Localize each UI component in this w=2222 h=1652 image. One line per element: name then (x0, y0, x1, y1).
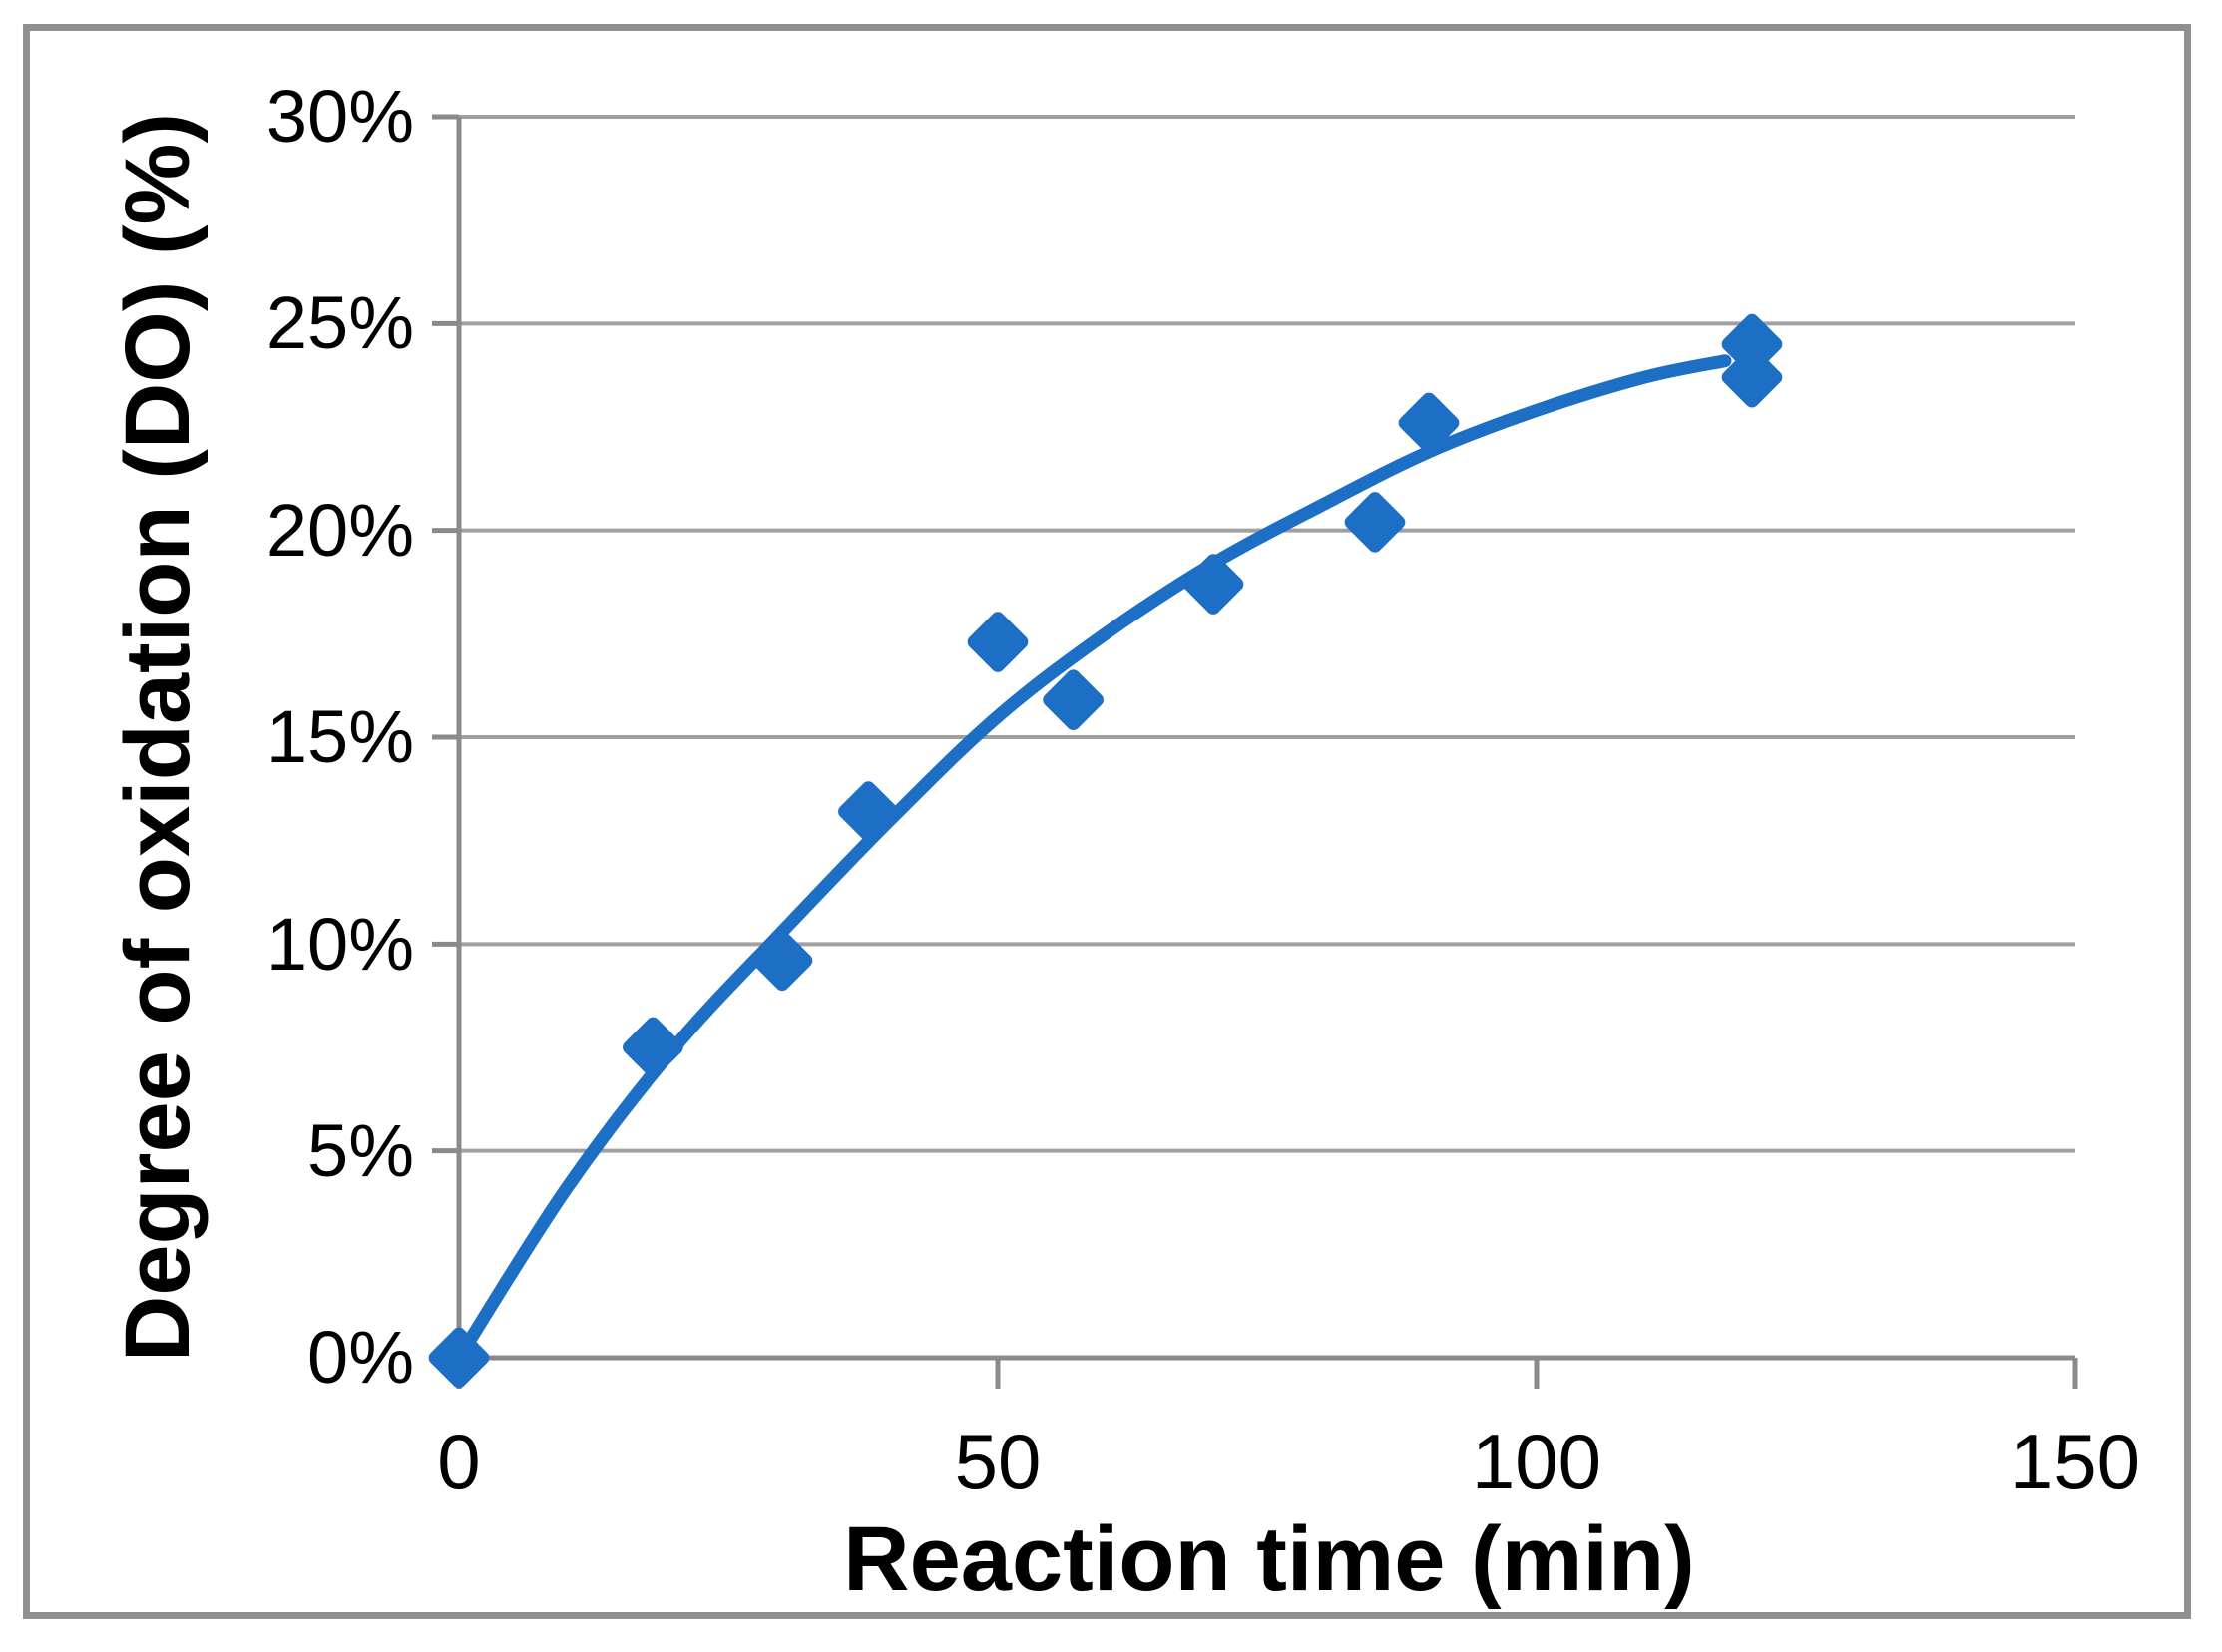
y-tick-label-20: 20% (265, 489, 414, 572)
data-point-marker (1344, 492, 1406, 553)
data-point-marker (1721, 346, 1783, 408)
y-tick-label-5: 5% (307, 1109, 414, 1192)
data-point-marker (623, 1017, 683, 1078)
data-point-marker (1043, 669, 1104, 731)
y-tick-label-10: 10% (265, 903, 414, 986)
data-point-marker (751, 930, 813, 992)
data-point-marker (967, 612, 1029, 672)
chart-border (23, 24, 2191, 1619)
y-tick-label-30: 30% (265, 75, 414, 158)
data-point-marker (1182, 554, 1244, 615)
x-tick-label-50: 50 (954, 1418, 1042, 1505)
y-axis-title: Degree of oxidation (DO) (%) (107, 112, 209, 1363)
x-tick-label-100: 100 (1471, 1418, 1602, 1505)
data-point-marker (428, 1327, 490, 1389)
trendline-curve (452, 354, 1732, 1365)
x-axis-title: Reaction time (min) (843, 1508, 1695, 1610)
y-tick-label-15: 15% (265, 695, 414, 778)
x-tick-label-150: 150 (2009, 1418, 2141, 1505)
x-tick-label-0: 0 (437, 1418, 481, 1505)
data-point-marker (1398, 392, 1460, 454)
y-tick-label-25: 25% (265, 281, 414, 364)
y-tick-label-0: 0% (307, 1316, 414, 1399)
data-point-marker (838, 781, 899, 842)
